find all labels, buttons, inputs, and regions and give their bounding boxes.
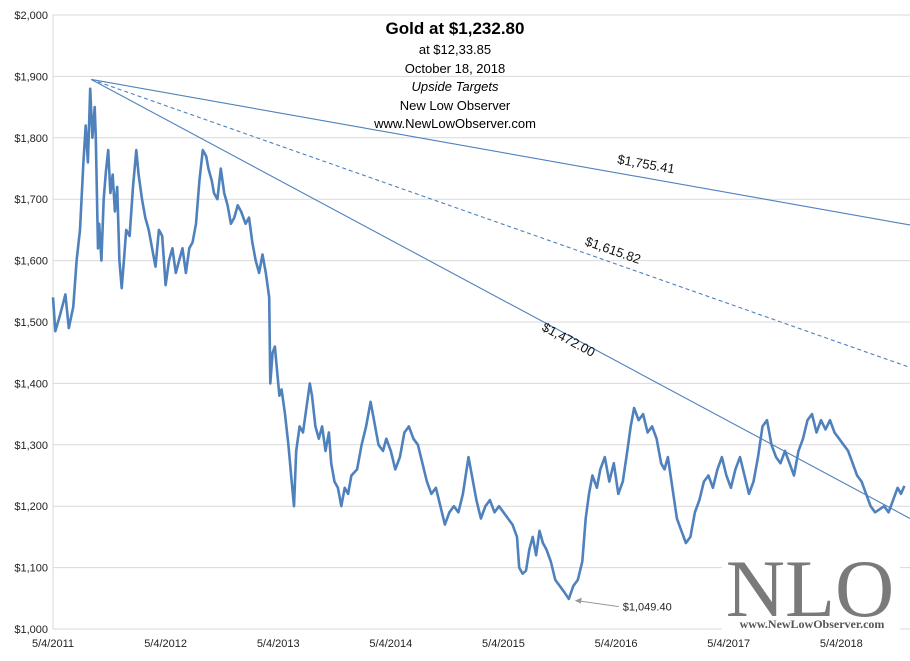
watermark-logo-text: NLO — [726, 543, 895, 634]
chart-title: Gold at $1,232.80 — [386, 19, 525, 38]
low-annotation-arrow — [576, 600, 619, 608]
y-tick-label: $1,200 — [14, 501, 48, 513]
x-tick-label: 5/4/2014 — [369, 638, 412, 650]
y-tick-label: $1,600 — [14, 256, 48, 268]
watermark-background — [722, 548, 900, 630]
watermark-url-text: www.NewLowObserver.com — [740, 617, 885, 631]
x-tick-label: 5/4/2015 — [482, 638, 525, 650]
gridlines — [52, 14, 910, 630]
y-tick-label: $2,000 — [14, 10, 48, 22]
low-annotation-arrowhead — [574, 597, 582, 604]
trendline-label-1: $1,755.41 — [616, 152, 676, 177]
subtitle-line-2: October 18, 2018 — [405, 61, 505, 76]
x-tick-label: 5/4/2013 — [257, 638, 300, 650]
y-tick-label: $1,100 — [14, 563, 48, 575]
x-tick-label: 5/4/2018 — [820, 638, 863, 650]
y-tick-label: $1,400 — [14, 378, 48, 390]
subtitle-line-1: at $12,33.85 — [419, 42, 491, 57]
chart-title-block: Gold at $1,232.80 at $12,33.85 October 1… — [373, 19, 536, 131]
low-annotation-label: $1,049.40 — [623, 602, 672, 614]
y-tick-label: $1,900 — [14, 71, 48, 83]
trendline-label-2: $1,615.82 — [583, 234, 643, 267]
trendline-1 — [91, 78, 910, 226]
trendline-3 — [91, 78, 910, 519]
x-tick-label: 5/4/2017 — [707, 638, 750, 650]
x-tick-label: 5/4/2011 — [32, 638, 74, 650]
low-annotation: $1,049.40 — [574, 597, 672, 614]
x-tick-label: 5/4/2016 — [595, 638, 638, 650]
y-axis-ticks: $1,000 $1,100 $1,200 $1,300 $1,400 $1,500 $1,6… — [14, 10, 48, 636]
y-tick-label: $1,000 — [14, 624, 48, 636]
gold-price-line — [51, 87, 906, 601]
x-axis-ticks: 5/4/2011 5/4/2012 5/4/2013 5/4/2014 5/4/2015… — [32, 638, 863, 650]
nlo-watermark: NLO www.NewLowObserver.com — [722, 543, 900, 634]
y-tick-label: $1,500 — [14, 317, 48, 329]
trendlines: $1,755.41 $1,615.82 $1,472.00 — [91, 78, 910, 519]
subtitle-line-3: Upside Targets — [412, 79, 499, 94]
trendline-2 — [91, 78, 910, 368]
y-tick-label: $1,700 — [14, 194, 48, 206]
x-tick-label: 5/4/2012 — [144, 638, 187, 650]
trendline-label-3: $1,472.00 — [540, 319, 598, 360]
y-tick-label: $1,800 — [14, 133, 48, 145]
y-tick-label: $1,300 — [14, 440, 48, 452]
subtitle-line-4: New Low Observer — [400, 98, 511, 113]
subtitle-line-5: www.NewLowObserver.com — [373, 116, 536, 131]
